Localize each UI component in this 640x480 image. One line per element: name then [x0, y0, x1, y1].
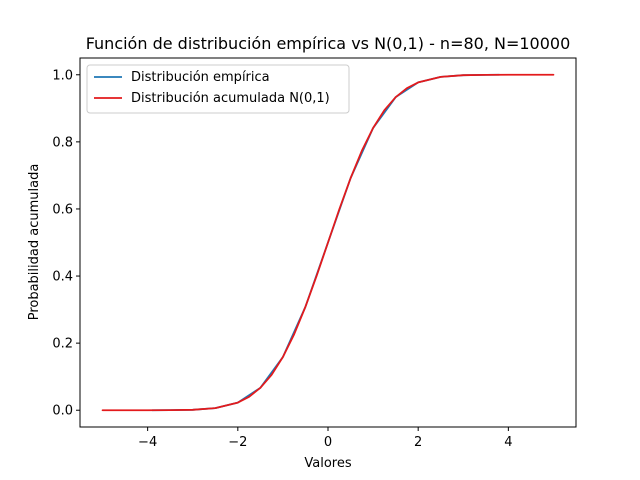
x-tick-label: −2	[228, 435, 247, 450]
y-tick-label: 0.0	[52, 404, 73, 419]
x-axis-label: Valores	[304, 456, 351, 471]
y-tick-label: 1.0	[52, 68, 73, 83]
y-tick-label: 0.2	[52, 337, 73, 352]
chart-title: Función de distribución empírica vs N(0,…	[86, 34, 571, 53]
x-tick-label: −4	[138, 435, 157, 450]
y-axis-label: Probabilidad acumulada	[27, 164, 42, 321]
x-axis: −4 −2 0 2 4	[138, 427, 513, 450]
x-tick-label: 4	[504, 435, 512, 450]
legend: Distribución empírica Distribución acumu…	[86, 64, 350, 114]
y-tick-label: 0.6	[52, 202, 73, 217]
legend-box	[86, 64, 350, 114]
y-tick-label: 0.8	[52, 135, 73, 150]
legend-label-empirical: Distribución empírica	[131, 70, 270, 85]
y-tick-label: 0.4	[52, 270, 73, 285]
x-tick-label: 0	[324, 435, 332, 450]
legend-label-normal-cdf: Distribución acumulada N(0,1)	[131, 91, 330, 106]
series-layer	[101, 73, 555, 412]
x-tick-label: 2	[414, 435, 422, 450]
y-axis: 0.0 0.2 0.4 0.6 0.8 1.0	[52, 68, 80, 419]
series-line-normal-cdf	[101, 73, 555, 412]
